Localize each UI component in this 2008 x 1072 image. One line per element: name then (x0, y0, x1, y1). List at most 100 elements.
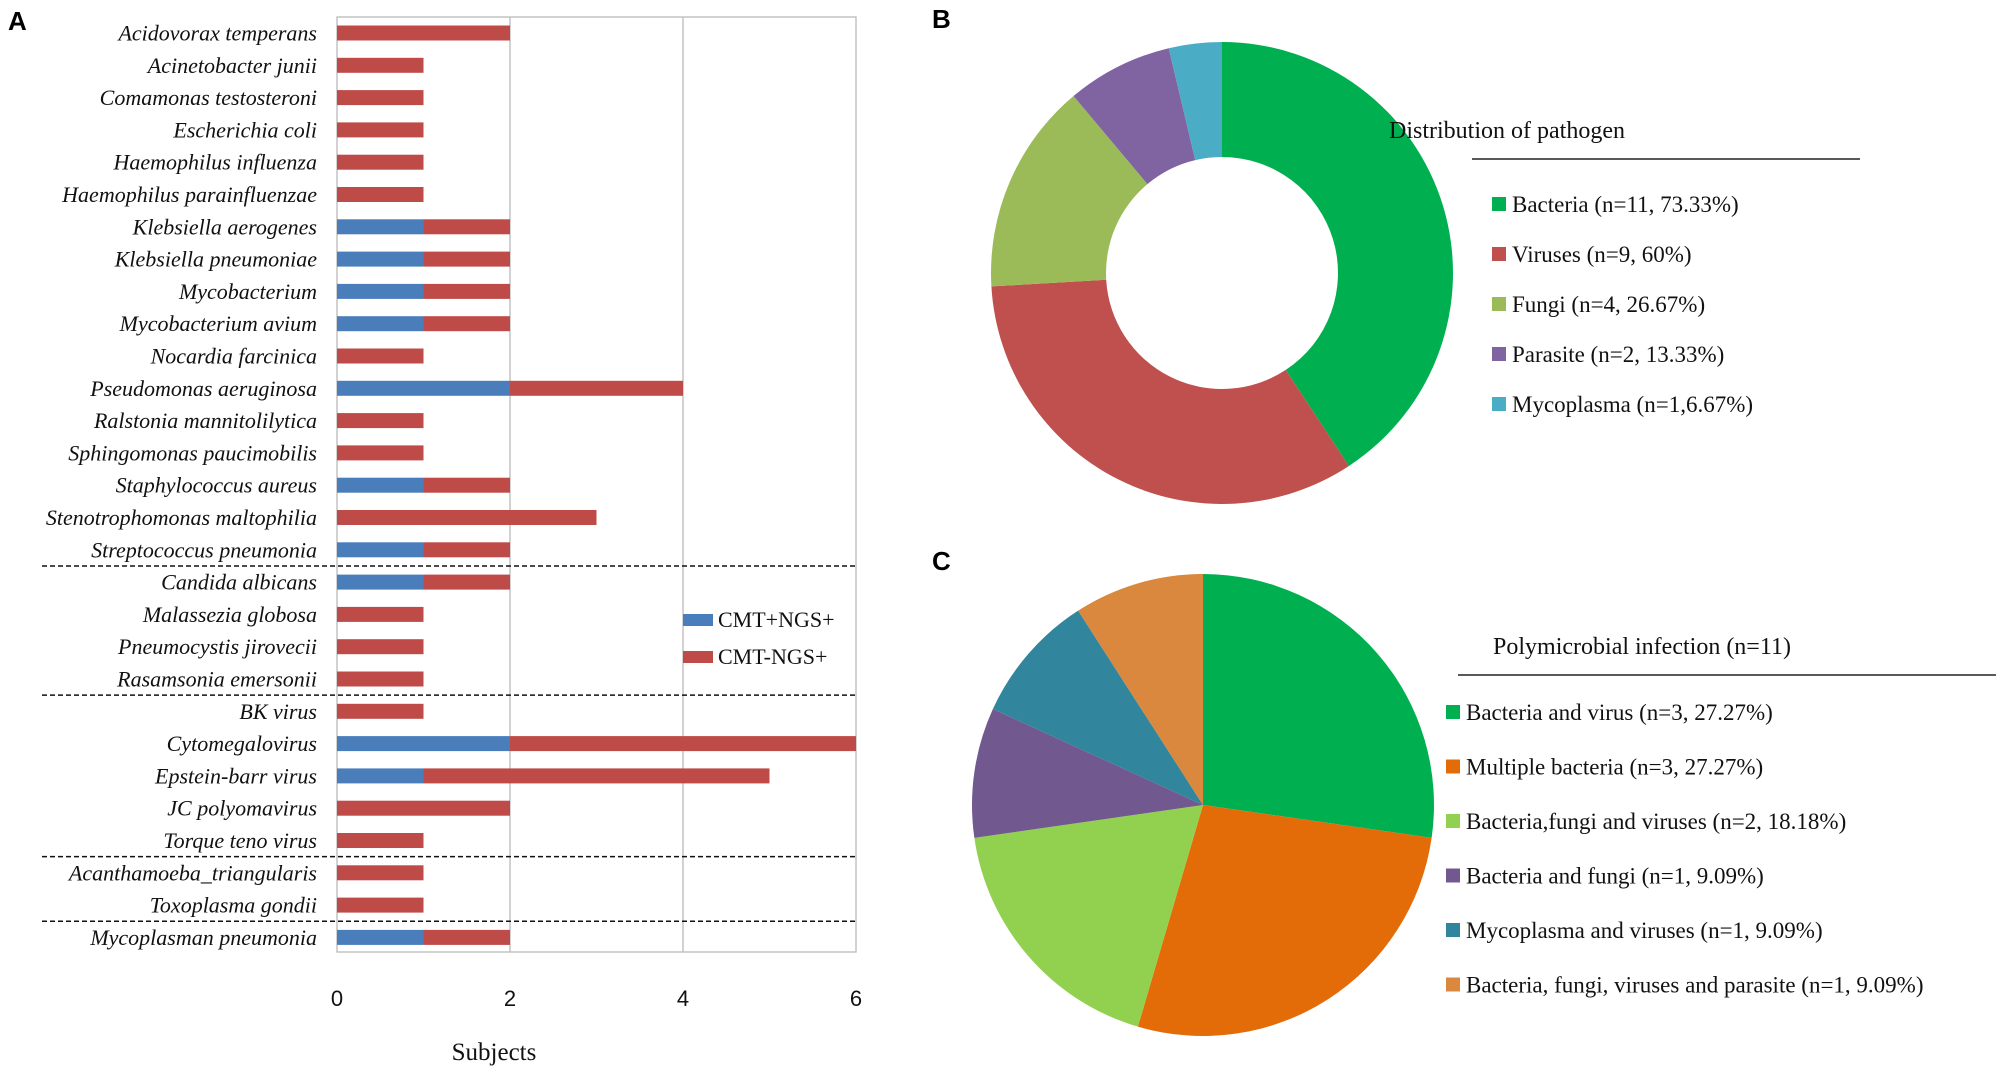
legend-swatch (1492, 397, 1506, 411)
category-label: Toxoplasma gondii (150, 893, 317, 918)
legend-label: Viruses (n=9, 60%) (1512, 242, 1692, 267)
bar-segment-cmt-pos-ngs-pos (337, 316, 424, 332)
donut-chart-legend: Bacteria (n=11, 73.33%) Viruses (n=9, 60%… (1492, 192, 1753, 417)
donut-chart-title: Distribution of pathogen (1389, 118, 1625, 144)
legend-swatch (1492, 197, 1506, 211)
legend-label: Bacteria and fungi (n=1, 9.09%) (1466, 864, 1764, 889)
bar-segment-cmt-neg-ngs-pos (337, 671, 424, 687)
bar-segment-cmt-neg-ngs-pos (337, 800, 510, 816)
bar-segment-cmt-neg-ngs-pos (337, 187, 424, 202)
bar-segment-cmt-neg-ngs-pos (423, 929, 510, 945)
pie-chart-legend: Bacteria and virus (n=3, 27.27%) Multiple… (1446, 700, 1924, 998)
pie-slice (1222, 42, 1453, 466)
x-tick-label: 2 (504, 986, 516, 1011)
bar-segment-cmt-neg-ngs-pos (337, 606, 424, 622)
bar-segment-cmt-neg-ngs-pos (423, 477, 510, 493)
bar-segment-cmt-neg-ngs-pos (337, 703, 424, 719)
pie-slice (992, 610, 1203, 805)
bar-segment-cmt-neg-ngs-pos (423, 283, 510, 299)
pie-slice (1168, 42, 1222, 161)
category-label: Comamonas testosteroni (100, 85, 317, 110)
legend-label: CMT+NGS+ (718, 607, 835, 632)
legend-swatch (1446, 759, 1460, 774)
bar-segment-cmt-neg-ngs-pos (423, 251, 510, 267)
bar-segment-cmt-neg-ngs-pos (337, 639, 424, 655)
x-tick-label: 6 (850, 986, 862, 1011)
pie-slice (972, 709, 1203, 838)
bar-segment-cmt-neg-ngs-pos (423, 219, 510, 235)
category-label: Pseudomonas aeruginosa (89, 376, 317, 401)
category-label: Streptococcus pneumonia (91, 537, 317, 562)
bar-segment-cmt-pos-ngs-pos (337, 929, 424, 945)
category-label: Haemophilus parainfluenzae (61, 182, 317, 207)
bar-segment-cmt-pos-ngs-pos (337, 283, 424, 299)
legend-label: Bacteria and virus (n=3, 27.27%) (1466, 700, 1773, 725)
bar-segment-cmt-pos-ngs-pos (337, 219, 424, 235)
bar-chart-panel-a: 0 2 4 6 Acidovorax temperans Acinetobacter ju… (42, 16, 862, 1011)
bar-segment-cmt-neg-ngs-pos (510, 736, 856, 752)
bar-segment-cmt-neg-ngs-pos (423, 316, 510, 332)
category-label: Stenotrophomonas maltophilia (46, 505, 317, 530)
pie-slice (991, 279, 1349, 504)
category-label: Mycobacterium (178, 279, 317, 304)
bar-chart-x-axis-title: Subjects (452, 1039, 537, 1066)
bar-segment-cmt-neg-ngs-pos (337, 154, 424, 170)
category-label: Haemophilus influenza (113, 150, 318, 175)
bar-segment-cmt-pos-ngs-pos (337, 736, 510, 752)
pie-slice (1073, 48, 1196, 185)
legend-swatch (683, 651, 713, 663)
bar-segment-cmt-neg-ngs-pos (337, 445, 424, 461)
category-label: Klebsiella pneumoniae (114, 247, 317, 272)
panel-letter-b: B (932, 4, 951, 34)
legend-label: Fungi (n=4, 26.67%) (1512, 292, 1705, 317)
bar-segment-cmt-neg-ngs-pos (337, 25, 510, 41)
category-label: JC polyomavirus (167, 796, 317, 821)
legend-label: Bacteria (n=11, 73.33%) (1512, 192, 1739, 217)
legend-swatch (1446, 814, 1460, 828)
legend-label: Mycoplasma and viruses (n=1, 9.09%) (1466, 918, 1823, 943)
pie-slice (1203, 574, 1434, 838)
category-label: Pneumocystis jirovecii (117, 634, 317, 659)
bar-segment-cmt-pos-ngs-pos (337, 574, 424, 590)
category-label: Malassezia globosa (142, 602, 317, 627)
bar-segment-cmt-neg-ngs-pos (337, 510, 597, 525)
pie-slice (1137, 805, 1432, 1036)
bar-segment-cmt-neg-ngs-pos (337, 413, 424, 429)
category-label: Epstein-barr virus (154, 763, 317, 788)
legend-label: CMT-NGS+ (718, 644, 827, 669)
pie-slice (991, 96, 1148, 287)
legend-label: Parasite (n=2, 13.33%) (1512, 342, 1724, 367)
legend-swatch (1446, 923, 1460, 937)
bar-segment-cmt-pos-ngs-pos (337, 251, 424, 267)
donut-chart-panel-b (991, 42, 1453, 504)
category-label: Acanthamoeba_triangularis (67, 860, 317, 885)
legend-label: Bacteria, fungi, viruses and parasite (n… (1466, 973, 1924, 998)
bar-segment-cmt-neg-ngs-pos (337, 122, 424, 138)
bar-segment-cmt-neg-ngs-pos (337, 865, 424, 881)
bar-segment-cmt-neg-ngs-pos (423, 574, 510, 590)
bar-segment-cmt-pos-ngs-pos (337, 380, 510, 396)
legend-swatch (1446, 705, 1460, 719)
category-label: Rasamsonia emersonii (116, 667, 317, 692)
legend-swatch (1492, 247, 1506, 261)
category-label: Torque teno virus (163, 828, 317, 853)
legend-label: Mycoplasma (n=1,6.67%) (1512, 392, 1753, 417)
bar-chart-legend: CMT+NGS+ CMT-NGS+ (683, 607, 835, 669)
category-label: Mycobacterium avium (119, 311, 317, 336)
pie-chart-title: Polymicrobial infection (n=11) (1493, 634, 1791, 660)
category-label: Escherichia coli (172, 117, 317, 142)
legend-swatch (683, 614, 713, 626)
legend-swatch (1492, 347, 1506, 361)
category-label: Staphylococcus aureus (116, 473, 317, 498)
bar-segment-cmt-neg-ngs-pos (337, 90, 424, 106)
bar-segment-cmt-neg-ngs-pos (423, 768, 770, 784)
bar-segment-cmt-neg-ngs-pos (337, 833, 424, 848)
panel-letter-a: A (8, 6, 27, 36)
pie-chart-panel-c (972, 574, 1434, 1036)
category-label: Cytomegalovirus (167, 731, 317, 756)
bar-segment-cmt-pos-ngs-pos (337, 542, 424, 558)
bar-segment-cmt-neg-ngs-pos (337, 57, 424, 73)
x-tick-label: 4 (677, 986, 689, 1011)
category-label: Candida albicans (161, 570, 317, 595)
bar-segment-cmt-neg-ngs-pos (337, 348, 424, 364)
